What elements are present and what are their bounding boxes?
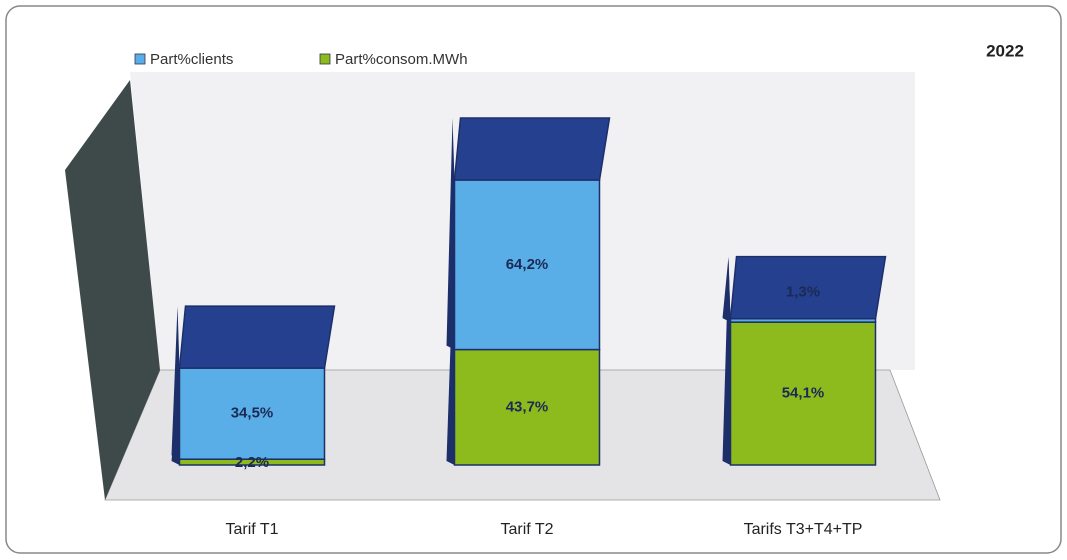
x-tick-label: Tarif T2	[500, 521, 553, 538]
bar	[453, 348, 601, 466]
x-tick-label: Tarif T1	[225, 521, 278, 538]
data-label: 2,2%	[235, 454, 269, 471]
bar	[453, 179, 601, 351]
side-wall	[65, 80, 160, 500]
x-tick-label: Tarifs T3+T4+TP	[744, 521, 863, 538]
legend-swatch	[319, 53, 331, 65]
bar	[729, 321, 877, 466]
bar	[178, 367, 326, 460]
bar-side	[446, 118, 455, 350]
bar-side	[722, 256, 731, 323]
legend-label: Part%consom.MWh	[335, 51, 468, 68]
data-label: 1,3%	[786, 284, 820, 301]
bar-top	[178, 305, 336, 369]
legend-swatch	[134, 53, 146, 65]
legend-label: Part%clients	[150, 51, 233, 68]
data-label: 43,7%	[506, 398, 549, 415]
data-label: 54,1%	[782, 385, 825, 402]
chart-title: 2022	[986, 41, 1024, 60]
bar-top	[453, 117, 611, 181]
bar-top	[729, 255, 887, 320]
data-label: 34,5%	[231, 405, 274, 422]
data-label: 64,2%	[506, 256, 549, 273]
bar-side	[171, 306, 180, 460]
